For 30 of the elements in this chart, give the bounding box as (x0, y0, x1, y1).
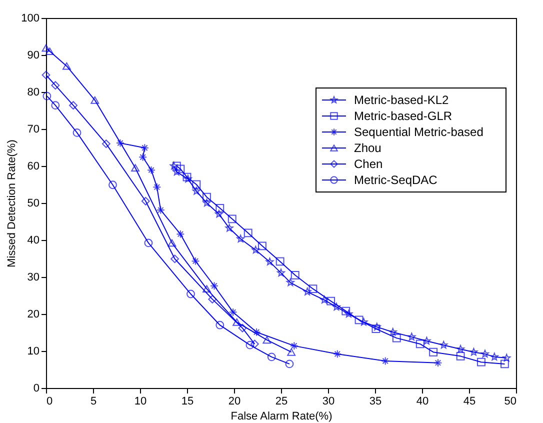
y-tick-label: 70 (27, 124, 40, 136)
y-tick-label: 20 (27, 308, 40, 320)
x-tick-label: 45 (463, 396, 476, 408)
y-tick-label: 40 (27, 234, 40, 246)
x-axis-title: False Alarm Rate(%) (230, 410, 332, 422)
y-tick-label: 0 (33, 382, 40, 394)
y-tick-label: 30 (27, 272, 40, 284)
x-tick-label: 40 (416, 396, 429, 408)
y-tick-label: 90 (27, 50, 40, 62)
y-tick-label: 80 (27, 86, 40, 98)
x-tick-label: 10 (134, 396, 147, 408)
x-tick-label: 0 (46, 396, 53, 408)
legend-label: Zhou (354, 141, 382, 155)
legend-label: Metric-based-KL2 (354, 93, 450, 107)
x-tick-label: 35 (369, 396, 382, 408)
y-axis-title: Missed Detection Rate(%) (6, 140, 18, 268)
x-tick-label: 5 (90, 396, 97, 408)
x-tick-label: 15 (181, 396, 194, 408)
legend-label: Metric-SeqDAC (354, 173, 438, 187)
legend-label: Chen (354, 157, 383, 171)
legend-label: Metric-based-GLR (354, 109, 452, 123)
y-tick-label: 50 (27, 198, 40, 210)
x-tick-label: 30 (322, 396, 335, 408)
x-tick-label: 25 (275, 396, 288, 408)
y-tick-label: 10 (27, 346, 40, 358)
y-tick-label: 100 (21, 12, 40, 24)
x-tick-label: 20 (228, 396, 241, 408)
x-tick-label: 50 (504, 396, 516, 408)
legend-label: Sequential Metric-based (354, 125, 484, 139)
y-tick-label: 60 (27, 160, 40, 172)
